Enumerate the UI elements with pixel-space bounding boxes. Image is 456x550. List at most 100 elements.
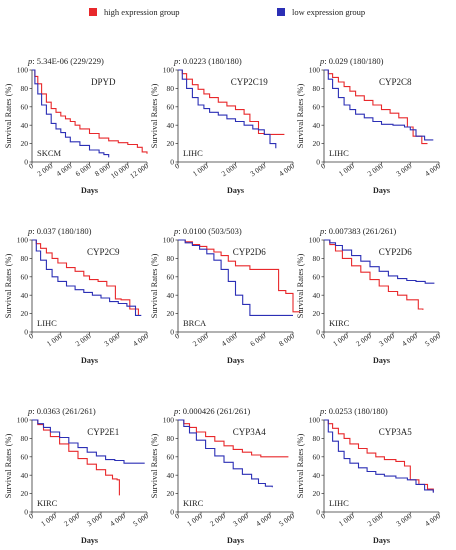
gene-name: CYP3A4 (233, 427, 267, 437)
y-tick-label: 80 (313, 254, 321, 263)
y-axis-title: Survival Rates (%) (149, 253, 159, 318)
x-tick-label: 4 000 (423, 161, 442, 178)
y-tick-label: 60 (167, 272, 175, 281)
p-value-prefix: p (173, 56, 178, 66)
y-tick-label: 100 (309, 416, 321, 425)
x-tick-label: 4 000 (220, 331, 239, 348)
p-value-text: p: 0.0100 (503/503) (173, 226, 242, 236)
gene-name: CYP2C8 (379, 77, 412, 87)
p-value: : 0.007383 (261/261) (324, 226, 396, 236)
gene-name: CYP2C9 (87, 247, 120, 257)
p-value: : 0.0363 (261/261) (32, 406, 96, 416)
legend-high: high expression group (89, 7, 180, 17)
x-axis-title: Days (373, 356, 390, 365)
x-tick-label: 2 000 (220, 161, 239, 178)
y-tick-label: 40 (167, 471, 175, 480)
p-value: : 0.000426 (261/261) (178, 406, 250, 416)
y-tick-label: 0 (316, 328, 320, 337)
x-tick-label: 2 000 (62, 511, 81, 528)
y-tick-label: 100 (163, 66, 175, 75)
p-value-text: p: 0.000426 (261/261) (173, 406, 250, 416)
y-axis-title: Survival Rates (%) (149, 433, 159, 498)
series-high-curve (178, 69, 285, 135)
cancer-type: SKCM (37, 148, 62, 158)
cancer-type: LIHC (329, 148, 349, 158)
p-value: : 0.037 (180/180) (32, 226, 91, 236)
series-low-curve (32, 239, 142, 316)
y-tick-label: 20 (167, 139, 175, 148)
x-tick-label: 4 000 (423, 511, 442, 528)
y-tick-label: 80 (167, 84, 175, 93)
x-tick-label: 3 000 (85, 511, 104, 528)
series-low-curve (324, 419, 434, 493)
cancer-type: LIHC (37, 318, 57, 328)
y-tick-label: 0 (316, 508, 320, 517)
y-axis-title: Survival Rates (%) (3, 433, 13, 498)
x-tick-label: 4 000 (131, 331, 150, 348)
x-tick-label: 0 (27, 331, 35, 341)
x-tick-label: 1 000 (185, 511, 204, 528)
legend-low: low expression group (277, 7, 365, 17)
x-tick-label: 3 000 (231, 511, 250, 528)
x-tick-label: 3 000 (394, 511, 413, 528)
legend-high-label: high expression group (104, 7, 180, 17)
series-low-curve (324, 69, 434, 141)
y-tick-label: 20 (21, 139, 29, 148)
y-tick-label: 40 (313, 471, 321, 480)
y-tick-label: 100 (309, 236, 321, 245)
y-tick-label: 80 (167, 254, 175, 263)
p-value-prefix: p (319, 406, 324, 416)
x-tick-label: 8 000 (93, 161, 112, 178)
legend: high expression group low expression gro… (0, 0, 456, 24)
y-tick-label: 100 (309, 66, 321, 75)
x-axis-title: Days (227, 356, 244, 365)
y-tick-label: 0 (24, 508, 28, 517)
p-value-text: p: 5.34E-06 (229/229) (27, 56, 104, 66)
y-tick-label: 20 (21, 489, 29, 498)
x-tick-label: 0 (173, 161, 181, 171)
y-tick-label: 80 (21, 84, 29, 93)
p-value: : 0.0223 (180/180) (178, 56, 242, 66)
y-tick-label: 100 (163, 236, 175, 245)
x-tick-label: 6 000 (248, 331, 267, 348)
y-tick-label: 40 (21, 291, 29, 300)
x-tick-label: 5 000 (423, 331, 442, 348)
p-value-text: p: 0.0363 (261/261) (27, 406, 96, 416)
y-tick-label: 0 (170, 158, 174, 167)
series-high-curve (178, 419, 289, 458)
p-value-text: p: 0.007383 (261/261) (319, 226, 396, 236)
y-axis-title: Survival Rates (%) (3, 83, 13, 148)
x-axis-title: Days (373, 536, 390, 545)
y-axis-title: Survival Rates (%) (3, 253, 13, 318)
x-axis-title: Days (227, 536, 244, 545)
y-tick-label: 80 (21, 254, 29, 263)
x-tick-label: 4 000 (108, 511, 127, 528)
y-tick-label: 100 (17, 236, 29, 245)
legend-low-swatch (277, 8, 285, 16)
gene-name: DPYD (91, 77, 116, 87)
cancer-type: KIRC (329, 318, 350, 328)
y-tick-label: 20 (167, 309, 175, 318)
p-value-text: p: 0.037 (180/180) (27, 226, 92, 236)
series-low-curve (178, 69, 277, 149)
gene-name: CYP2E1 (87, 427, 119, 437)
x-tick-label: 0 (27, 161, 35, 171)
gene-name: CYP2C19 (231, 77, 269, 87)
x-tick-label: 3 000 (102, 331, 121, 348)
x-tick-label: 1 000 (331, 331, 350, 348)
x-tick-label: 2 000 (366, 511, 385, 528)
y-tick-label: 60 (21, 102, 29, 111)
series-low-curve (178, 239, 293, 316)
p-value: : 5.34E-06 (229/229) (32, 56, 104, 66)
y-tick-label: 80 (313, 84, 321, 93)
x-tick-label: 1 000 (337, 511, 356, 528)
y-axis-title: Survival Rates (%) (149, 83, 159, 148)
legend-high-swatch (89, 8, 97, 16)
